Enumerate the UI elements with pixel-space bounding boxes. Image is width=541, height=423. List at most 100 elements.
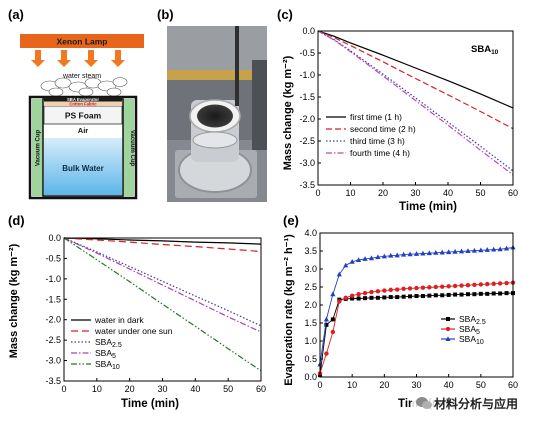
data-point: [433, 284, 438, 290]
data-point: [382, 295, 387, 300]
data-point: [426, 250, 432, 256]
series-line: [319, 246, 514, 365]
data-point: [485, 291, 490, 296]
data-point: [401, 294, 406, 299]
data-point: [323, 316, 330, 322]
data-point: [459, 292, 464, 297]
x-tick-label: 30: [411, 380, 421, 390]
chart-e-lines: [317, 244, 516, 378]
chart-c-lines: [317, 30, 514, 176]
data-point: [330, 317, 335, 322]
data-point: [381, 253, 387, 259]
x-tick-label: 30: [410, 188, 420, 198]
data-point: [324, 322, 329, 327]
panel-b-label: (b): [157, 7, 174, 22]
data-point: [375, 254, 381, 260]
y-tick-label: -2.5: [45, 335, 61, 345]
chart-d: (d) Mass change (kg m⁻²) Time (min) 0 10 2…: [8, 213, 266, 410]
data-point: [484, 247, 490, 252]
data-point: [453, 292, 458, 297]
y-tick-label: -3.5: [45, 376, 61, 386]
data-point: [407, 251, 413, 257]
legend-entry: water in dark: [94, 315, 144, 325]
steam-label: water steam: [62, 73, 101, 80]
x-tick-label: 20: [378, 188, 388, 198]
panel-a-diagram: (a) Xenon Lamp water steam: [8, 7, 144, 200]
data-point: [471, 247, 477, 253]
y-tick-label: 2.5: [304, 282, 317, 292]
chart-d-ticks: 0 10 20 30 40 50 60 0.0 -0.5 -1.0 -1.5 -2.0 -2.5 -3.0…: [45, 233, 266, 394]
data-point: [362, 290, 368, 296]
chart-d-frame: [63, 237, 262, 382]
vacuum-cup-label-left: Vacuum Cup: [36, 129, 42, 166]
chart-d-y-axis-label: Mass change (kg m⁻²): [8, 243, 20, 358]
x-tick-label: 50: [476, 380, 486, 390]
legend-entry: SBA10: [95, 359, 120, 371]
cotton-fabric-label: Cotton Fabric: [69, 101, 97, 106]
data-point: [375, 295, 380, 300]
y-tick-label: 0.0: [48, 233, 61, 243]
cotton-fabric: [44, 101, 122, 106]
legend-entry: second time (2 h): [350, 124, 416, 134]
x-tick-label: 10: [347, 380, 357, 390]
data-point: [420, 294, 425, 298]
data-point: [350, 296, 355, 301]
data-point: [401, 286, 406, 291]
y-tick-label: -3.0: [45, 356, 61, 366]
series-line: [319, 292, 513, 376]
data-point: [330, 329, 336, 335]
chart-c-y-axis-label: Mass change (kg m⁻²): [282, 55, 294, 170]
y-tick-label: -1.0: [45, 274, 61, 284]
data-point: [503, 245, 510, 251]
x-tick-label: 0: [317, 380, 322, 390]
steam-puffs: [40, 77, 128, 97]
x-tick-label: 50: [223, 384, 233, 394]
chart-c-ticks: 0 10 20 30 40 50 60 0.0 -0.5 -1.0 -1.5 -2.0 -2.5 -3.0…: [299, 26, 518, 198]
y-tick-label: 1.0: [304, 336, 317, 346]
data-point: [356, 296, 361, 301]
data-point: [446, 284, 451, 289]
data-point: [497, 281, 503, 286]
data-point: [478, 291, 483, 296]
data-point: [445, 336, 451, 341]
chart-e-frame: [319, 232, 514, 378]
data-point: [427, 285, 432, 290]
data-point: [478, 282, 484, 287]
data-point: [445, 326, 451, 332]
x-tick-label: 0: [315, 188, 320, 198]
data-point: [465, 248, 471, 253]
data-point: [458, 248, 465, 254]
x-tick-label: 40: [190, 384, 200, 394]
data-point: [478, 247, 484, 253]
data-point: [349, 293, 355, 298]
data-point: [395, 295, 400, 300]
chart-c-legend: first time (1 h) second time (2 h) third t…: [326, 112, 416, 158]
data-point: [363, 296, 368, 301]
vacuum-layer-left: [32, 99, 43, 196]
bulk-water: [44, 138, 122, 195]
data-point: [459, 283, 464, 288]
data-point: [362, 256, 368, 261]
wechat-icon: [416, 397, 432, 409]
xenon-lamp-label: Xenon Lamp: [56, 37, 107, 47]
data-point: [498, 291, 503, 296]
y-tick-label: 0.0: [304, 372, 317, 382]
data-point: [504, 280, 509, 286]
data-point: [337, 299, 342, 304]
vacuum-cup-label-right: Vacuum Cup: [129, 130, 135, 167]
x-tick-label: 10: [345, 188, 355, 198]
data-point: [324, 351, 329, 356]
panel-d-label: (d): [8, 213, 25, 228]
data-point: [485, 281, 490, 287]
x-tick-label: 60: [508, 380, 518, 390]
y-tick-label: 3.5: [304, 246, 317, 256]
photo-image: [167, 26, 267, 202]
data-point: [356, 257, 362, 262]
data-point: [349, 259, 355, 264]
y-tick-label: 4.0: [304, 228, 317, 238]
xenon-lamp: [20, 34, 144, 48]
data-point: [407, 286, 413, 291]
data-point: [413, 251, 420, 256]
